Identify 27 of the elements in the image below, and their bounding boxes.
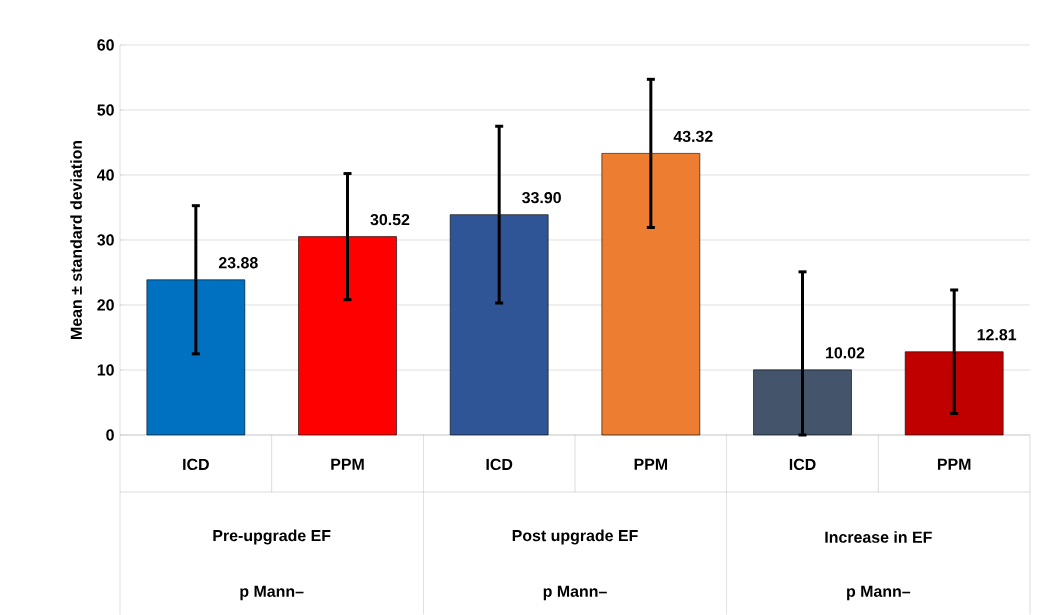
x-tick-label: ICD bbox=[183, 458, 209, 471]
y-tick-label: 0 bbox=[106, 429, 114, 441]
data-label: 43.32 bbox=[673, 130, 713, 143]
y-tick-label: 40 bbox=[97, 169, 114, 181]
y-tick-label: 10 bbox=[97, 364, 114, 376]
y-tick-label: 50 bbox=[97, 104, 114, 116]
x-tick-label: ICD bbox=[486, 458, 513, 471]
bar bbox=[601, 153, 701, 436]
text: Increase in EF bbox=[825, 531, 932, 543]
text: p Mann– bbox=[240, 585, 304, 601]
x-tick-label: PPM bbox=[937, 458, 971, 470]
y-tick-label: 60 bbox=[97, 39, 114, 51]
text: Post upgrade EF bbox=[512, 529, 638, 545]
data-label: 12.81 bbox=[977, 329, 1017, 341]
x-tick-label: PPM bbox=[331, 458, 364, 470]
text: p Mann– bbox=[847, 585, 911, 601]
text: Pre-upgrade EF bbox=[213, 529, 331, 545]
data-label: 10.02 bbox=[826, 347, 865, 359]
text: p Mann– bbox=[543, 585, 607, 601]
x-tick-label: ICD bbox=[789, 458, 816, 471]
y-axis-title: Mean ± standard deviation bbox=[70, 140, 82, 339]
data-label: 23.88 bbox=[218, 257, 258, 269]
data-label: 30.52 bbox=[370, 213, 410, 226]
y-tick-label: 30 bbox=[97, 234, 114, 246]
y-tick-label: 20 bbox=[97, 299, 114, 311]
data-label: 33.90 bbox=[522, 191, 561, 204]
x-tick-label: PPM bbox=[634, 458, 668, 470]
